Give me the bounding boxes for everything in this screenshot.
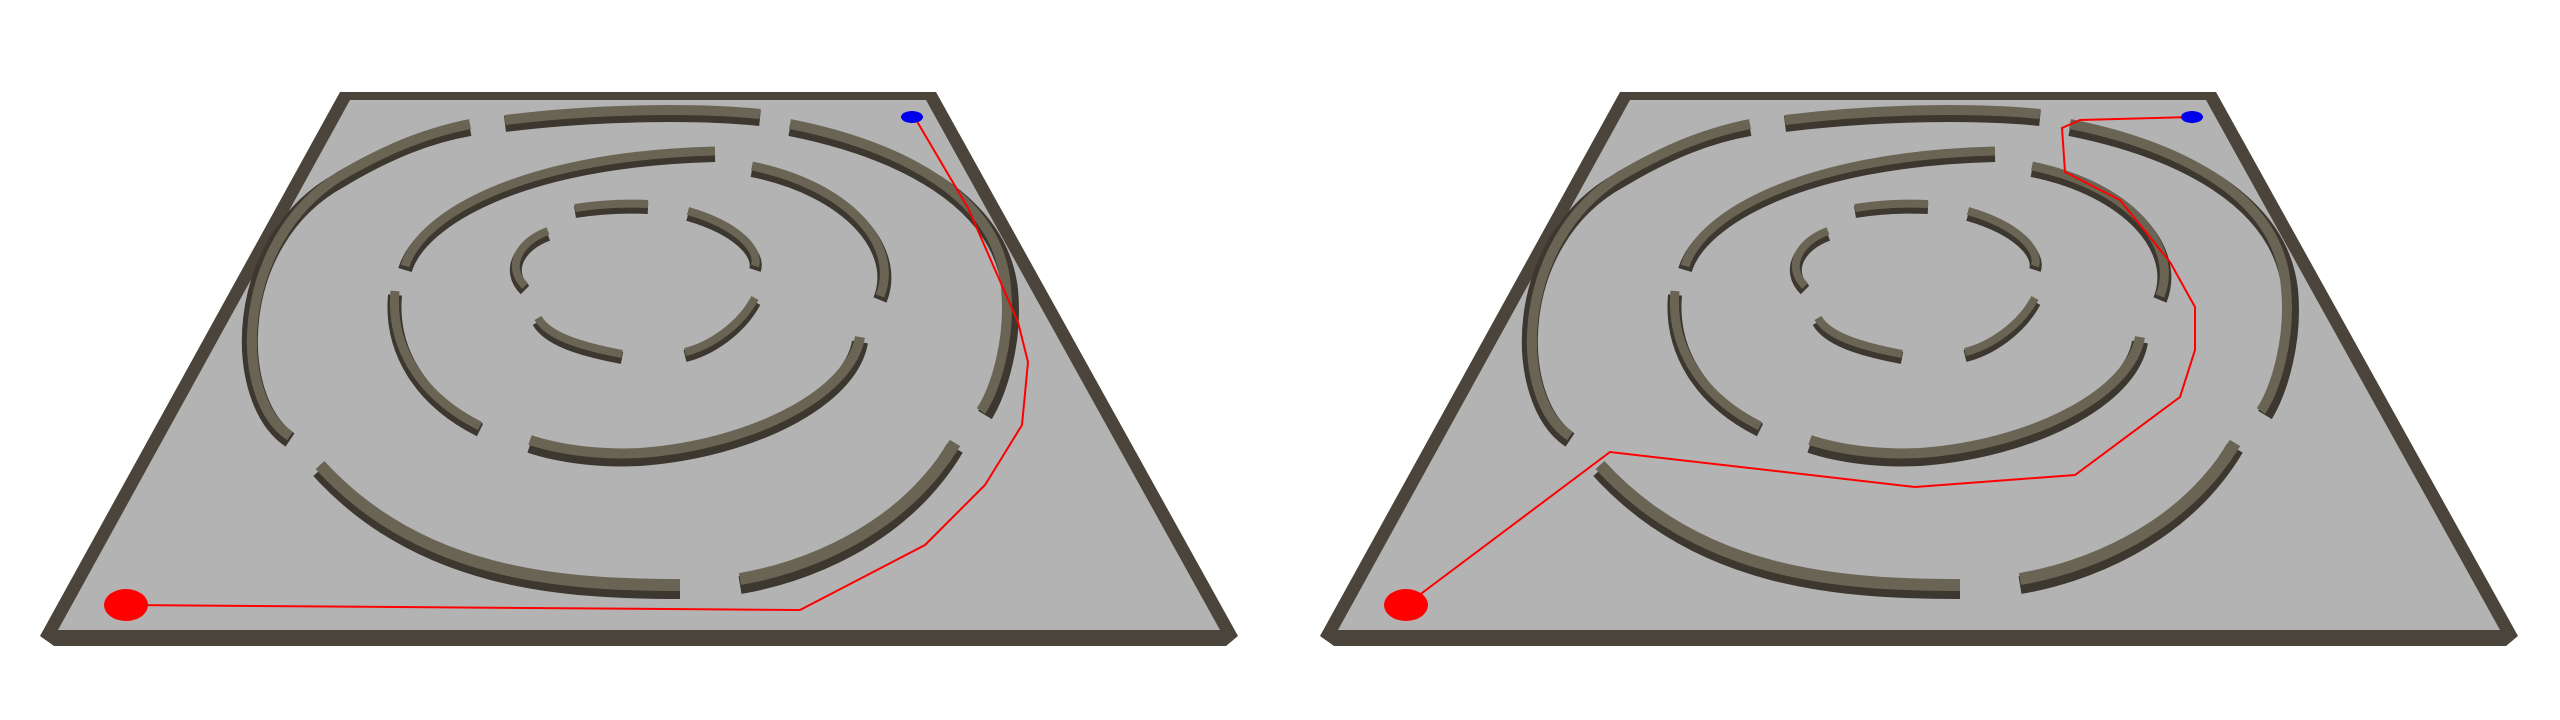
inner-ring-walls [1789, 199, 2042, 364]
board-floor [58, 100, 1220, 630]
middle-ring-walls [387, 146, 892, 467]
inner-ring-walls [509, 199, 762, 364]
goal-marker [901, 111, 923, 123]
maze-panel-left [40, 92, 1238, 646]
goal-marker [2181, 111, 2203, 123]
start-marker [1384, 589, 1428, 621]
board-floor [1338, 100, 2500, 630]
maze-panel-right [1320, 92, 2518, 646]
planned-path [1405, 116, 2196, 606]
start-marker [104, 589, 148, 621]
outer-ring-walls [1521, 105, 2299, 599]
planned-path [121, 117, 1030, 612]
outer-ring-walls [241, 105, 1019, 599]
